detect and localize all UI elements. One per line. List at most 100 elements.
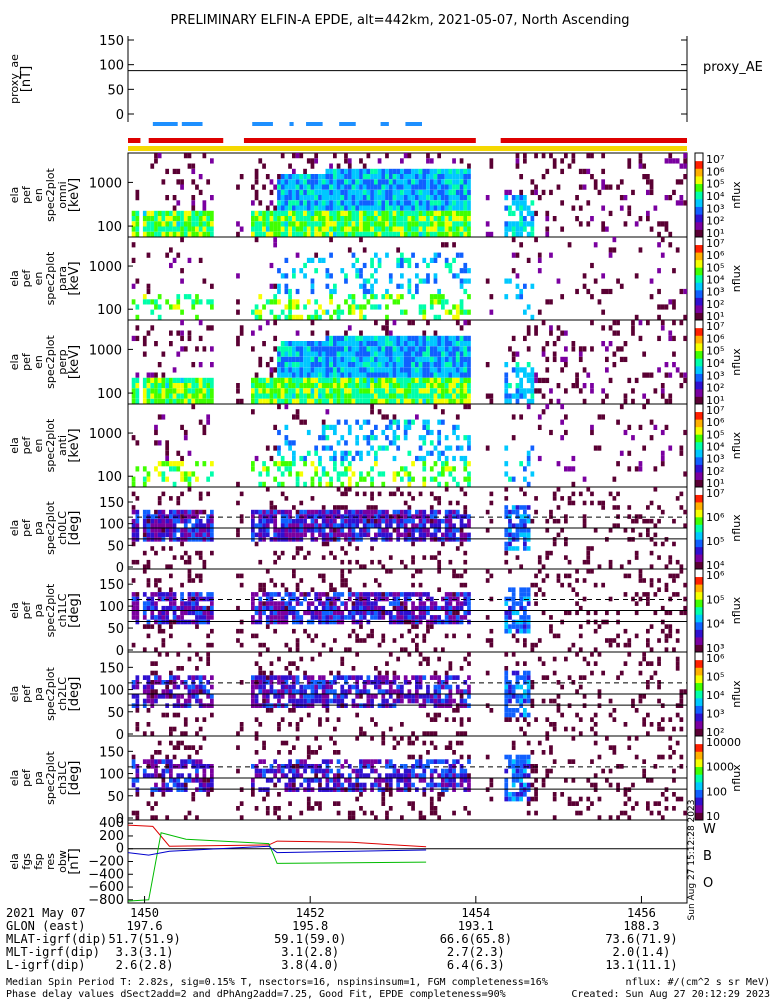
spectrogram-cell <box>176 200 181 206</box>
spectrogram-cell <box>612 362 617 368</box>
spectrogram-cell <box>180 179 184 185</box>
spectrogram-cell <box>534 573 538 579</box>
spectrogram-cell <box>359 330 363 336</box>
spectrogram-cell <box>582 273 587 279</box>
ytick-label: 100 <box>97 303 122 318</box>
spectrogram-cell <box>359 195 363 201</box>
spectrogram-cell <box>206 619 211 625</box>
spectrogram-cell <box>381 537 386 542</box>
spectrogram-cell <box>418 388 423 394</box>
spectrogram-cell <box>504 398 509 405</box>
spectrogram-cell <box>355 514 360 519</box>
spectrogram-cell <box>593 582 598 588</box>
spectrogram-cell <box>202 717 207 722</box>
spectrogram-cell <box>452 388 456 394</box>
spectrogram-cell <box>344 466 348 472</box>
spectrogram-cell <box>262 703 266 708</box>
spectrogram-cell <box>344 518 348 524</box>
spectrogram-cell <box>374 168 378 175</box>
spectrogram-cell <box>254 216 259 222</box>
spectrogram-cell <box>396 537 401 542</box>
spectrogram-cell <box>258 221 263 227</box>
spectrogram-cell <box>422 601 427 606</box>
spectrogram-cell <box>362 419 367 425</box>
spectrogram-cell <box>366 189 371 196</box>
spectrogram-cell <box>437 605 442 611</box>
spectrogram-cell <box>306 367 311 373</box>
spectrogram-cell <box>299 537 304 542</box>
spectrogram-cell <box>176 619 181 625</box>
spectrogram-cell <box>552 158 557 164</box>
spectrogram-cell <box>351 601 356 606</box>
spectrogram-cell <box>277 698 281 704</box>
spectrogram-cell <box>400 372 404 378</box>
spectrogram-cell <box>407 514 412 519</box>
spectrogram-cell <box>355 168 360 175</box>
spectrogram-cell <box>411 195 415 201</box>
spectrogram-cell <box>210 605 214 611</box>
spectrogram-cell <box>672 304 676 310</box>
spectrogram-cell <box>433 528 438 533</box>
spectrogram-cell <box>366 514 371 519</box>
spectrogram-cell <box>347 226 352 232</box>
spectrogram-cell <box>314 633 319 639</box>
spectrogram-cell <box>608 377 613 384</box>
spectrogram-cell <box>329 231 333 238</box>
spectrogram-cell <box>344 550 348 556</box>
spectrogram-cell <box>392 367 397 373</box>
spectrogram-cell <box>392 362 397 368</box>
spectrogram-cell <box>668 559 673 565</box>
spectrogram-cell <box>254 703 259 708</box>
spectrogram-cell <box>541 320 546 326</box>
spectrogram-cell <box>277 383 281 389</box>
spectrogram-cell <box>355 367 360 373</box>
spectrogram-cell <box>411 200 415 206</box>
spectrogram-cell <box>269 283 274 289</box>
spectrogram-cell <box>195 698 199 704</box>
spectrogram-cell <box>407 476 412 482</box>
spectrogram-cell <box>377 518 382 524</box>
spectrogram-cell <box>619 195 624 201</box>
spectrogram-cell <box>608 184 613 190</box>
spectrogram-cell <box>295 252 300 258</box>
spectrogram-cell <box>195 717 199 722</box>
spectrogram-cell <box>459 325 464 331</box>
spectrogram-cell <box>444 487 449 492</box>
spectrogram-cell <box>463 435 468 441</box>
spectrogram-cell <box>374 200 378 206</box>
spectrogram-cell <box>634 514 639 519</box>
spectrogram-cell <box>612 638 617 643</box>
spectrogram-cell <box>467 356 471 363</box>
spectrogram-cell <box>157 610 162 616</box>
spectrogram-cell <box>370 226 374 232</box>
spectrogram-cell <box>288 184 292 190</box>
spectrogram-cell <box>664 537 669 542</box>
spectrogram-cell <box>135 509 140 515</box>
spectrogram-cell <box>157 388 162 394</box>
spectrogram-cell <box>381 605 386 611</box>
spectrogram-cell <box>273 294 278 300</box>
spectrogram-cell <box>407 610 412 616</box>
spectrogram-cell <box>448 189 453 196</box>
spectrogram-cell <box>306 216 311 222</box>
spectrogram-cell <box>623 221 628 227</box>
spectrogram-cell <box>381 471 386 477</box>
spectrogram-cell <box>549 189 553 196</box>
spectrogram-cell <box>366 440 371 446</box>
spectrogram-cell <box>370 262 374 269</box>
spectrogram-cell <box>634 633 639 639</box>
spectrogram-cell <box>452 179 456 185</box>
spectrogram-cell <box>292 356 296 363</box>
spectrogram-cell <box>169 596 173 602</box>
spectrogram-cell <box>251 633 255 639</box>
spectrogram-cell <box>403 419 408 425</box>
spectrogram-cell <box>187 226 192 232</box>
spectrogram-cell <box>400 633 404 639</box>
spectrogram-cell <box>299 601 304 606</box>
spectrogram-cell <box>608 596 613 602</box>
spectrogram-cell <box>262 698 266 704</box>
spectrogram-cell <box>183 523 188 528</box>
spectrogram-cell <box>198 189 203 196</box>
spectrogram-cell <box>165 231 170 238</box>
spectrogram-cell <box>336 537 341 542</box>
